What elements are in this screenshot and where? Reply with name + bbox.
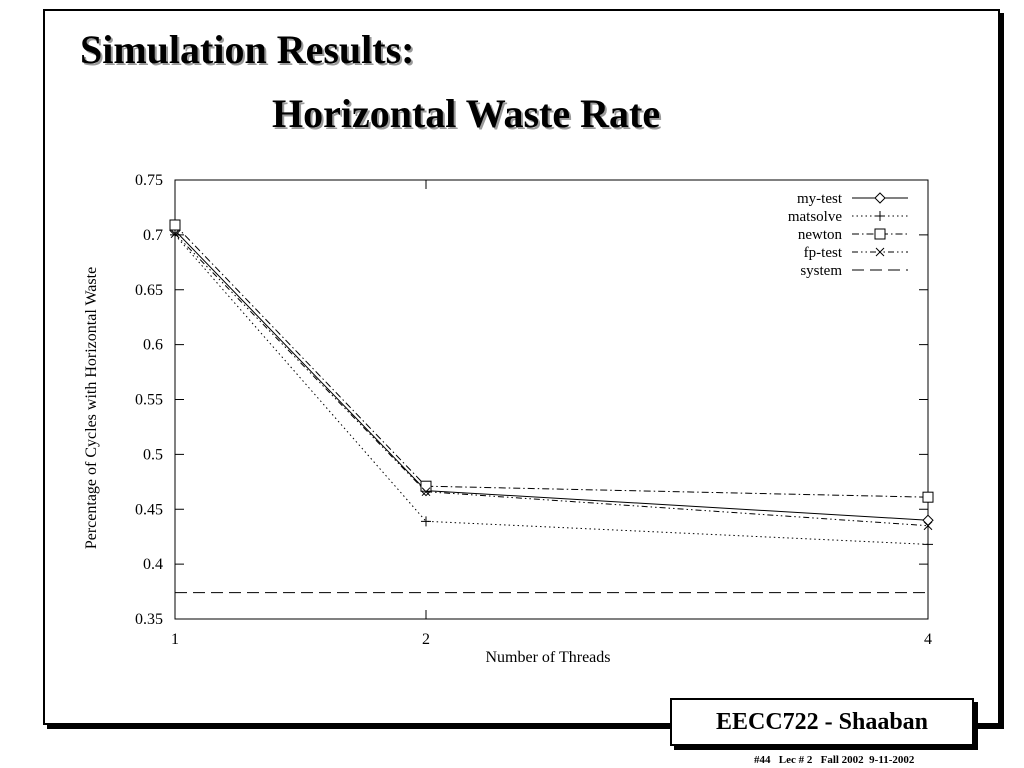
series-line-newton	[174, 224, 929, 498]
legend: my-test matsolve newton fp-test system	[788, 191, 908, 279]
legend-label: system	[800, 263, 842, 279]
course-badge: EECC722 - Shaaban	[670, 698, 974, 746]
data-point-fp-test	[923, 521, 933, 531]
data-point-matsolve	[421, 516, 431, 527]
y-tick-label: 0.75	[135, 172, 163, 189]
series-line-matsolve	[174, 234, 929, 545]
data-point-newton	[922, 491, 934, 503]
legend-marker	[875, 247, 885, 257]
data-point-newton	[420, 480, 432, 492]
legend-marker	[874, 192, 886, 204]
y-tick-label: 0.5	[143, 446, 163, 463]
slide-title: Simulation Results:	[80, 27, 415, 72]
y-tick-label: 0.4	[143, 556, 163, 573]
y-tick-label: 0.55	[135, 392, 163, 409]
y-tick-label: 0.35	[135, 611, 163, 628]
x-tick-label: 4	[924, 631, 932, 648]
data-point-matsolve	[923, 539, 933, 550]
legend-label: matsolve	[788, 209, 842, 225]
x-axis-label: Number of Threads	[486, 649, 611, 666]
x-axis: 1 2 4	[171, 180, 932, 648]
data-point-fp-test	[170, 229, 180, 239]
x-tick-label: 2	[422, 631, 430, 648]
legend-label: newton	[798, 227, 843, 243]
data-point-newton	[169, 219, 181, 231]
data-point-my-test	[922, 514, 934, 526]
slide-footer: #44 Lec # 2 Fall 2002 9-11-2002	[754, 754, 915, 766]
y-tick-label: 0.7	[143, 227, 163, 244]
legend-marker	[874, 228, 886, 240]
y-axis: 0.35 0.4 0.45 0.5 0.55 0.6 0.65 0.7 0.75	[135, 172, 928, 628]
data-point-fp-test	[421, 487, 431, 497]
series-layer	[169, 219, 934, 594]
y-tick-label: 0.6	[143, 337, 163, 354]
y-tick-label: 0.65	[135, 282, 163, 299]
legend-label: fp-test	[804, 245, 843, 261]
y-tick-label: 0.45	[135, 501, 163, 518]
y-axis-label: Percentage of Cycles with Horizontal Was…	[83, 267, 100, 549]
slide-frame	[43, 9, 1000, 725]
data-point-matsolve	[170, 229, 180, 240]
slide-subtitle: Horizontal Waste Rate	[272, 91, 661, 136]
legend-marker	[875, 211, 885, 221]
legend-label: my-test	[797, 191, 843, 207]
x-tick-label: 1	[171, 631, 179, 648]
